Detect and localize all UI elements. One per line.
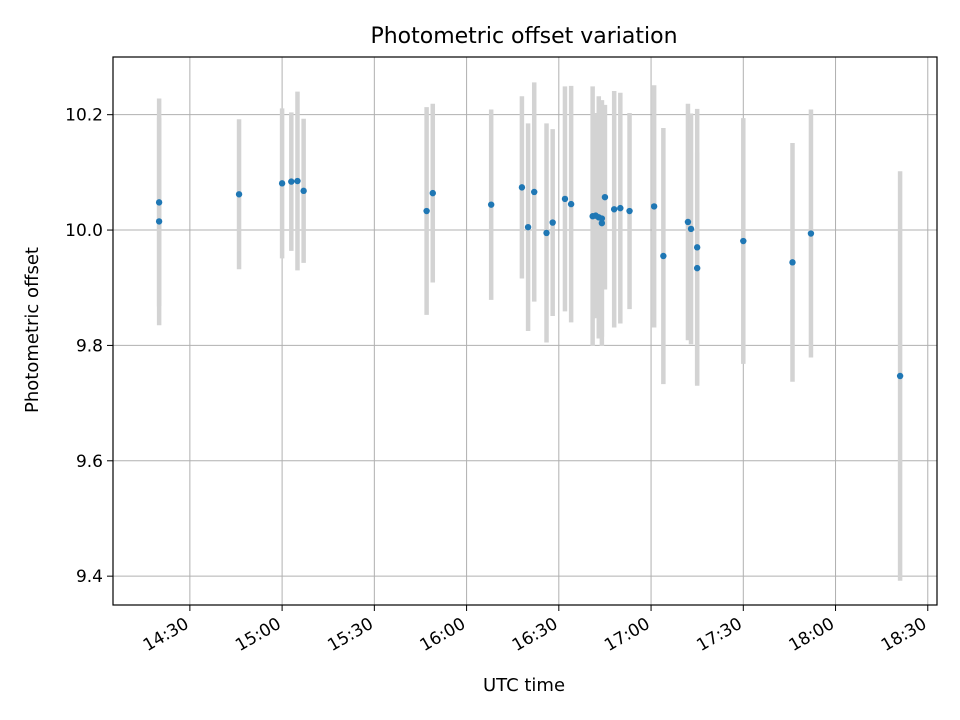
error-bars — [156, 82, 903, 581]
grid-lines — [113, 57, 937, 605]
x-tick-label: 18:00 — [786, 614, 838, 656]
data-point — [423, 207, 430, 215]
data-point — [518, 184, 526, 191]
data-point — [896, 372, 904, 380]
data-point — [598, 219, 606, 227]
data-point — [294, 177, 301, 185]
data-point — [660, 252, 667, 260]
y-axis-ticks: 9.4 9.6 9.8 10.0 10.2 — [65, 106, 113, 587]
x-axis-label: UTC time — [483, 675, 565, 696]
plot-frame — [112, 56, 938, 606]
data-point — [687, 225, 695, 233]
data-point — [155, 199, 163, 206]
x-tick-label: 16:00 — [417, 614, 469, 656]
data-point — [300, 187, 307, 195]
x-axis-ticks: 14:30 15:00 15:30 16:00 16:30 17:00 17:30 18:00… — [140, 605, 930, 656]
data-point — [693, 264, 701, 272]
x-tick-label: 14:30 — [140, 614, 192, 656]
data-point — [487, 201, 495, 208]
data-point — [549, 219, 556, 226]
data-point — [789, 259, 796, 266]
y-tick-label: 10.0 — [65, 221, 103, 241]
data-point — [429, 189, 436, 197]
data-point — [524, 223, 532, 231]
y-tick-label: 9.4 — [76, 567, 103, 587]
x-tick-label: 16:30 — [509, 614, 561, 656]
data-point — [598, 215, 606, 222]
x-tick-label: 15:00 — [232, 614, 284, 656]
data-point — [684, 218, 692, 226]
x-tick-label: 15:30 — [324, 614, 376, 656]
x-tick-label: 18:30 — [878, 614, 930, 656]
data-point — [650, 203, 658, 210]
data-point — [807, 230, 815, 237]
data-point — [693, 244, 701, 251]
x-tick-label: 17:00 — [601, 614, 653, 656]
data-point — [543, 229, 550, 237]
y-tick-label: 9.8 — [76, 336, 103, 356]
data-point — [531, 188, 538, 196]
data-point — [567, 200, 575, 208]
data-point — [288, 178, 295, 185]
y-tick-label: 9.6 — [76, 452, 103, 472]
data-point — [626, 207, 633, 215]
x-tick-label: 17:30 — [693, 614, 745, 656]
data-point — [278, 180, 286, 187]
y-axis-label: Photometric offset — [22, 247, 43, 413]
data-point — [617, 204, 624, 212]
y-tick-label: 10.2 — [65, 106, 103, 126]
data-point — [610, 206, 618, 213]
data-point — [561, 195, 569, 203]
data-points — [155, 177, 904, 380]
data-point — [601, 193, 609, 201]
data-point — [155, 218, 163, 225]
data-point — [235, 191, 243, 198]
chart-title: Photometric offset variation — [370, 24, 677, 49]
data-point — [740, 237, 747, 245]
